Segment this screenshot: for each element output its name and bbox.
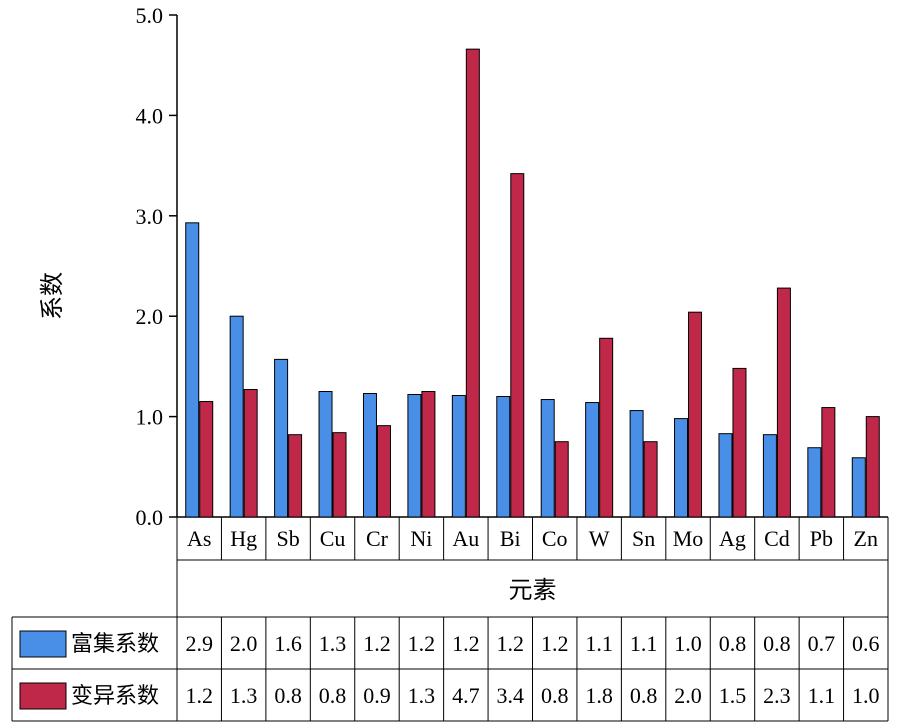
data-label-enrichment: 1.1 [630,631,658,656]
bar-variation [421,391,436,518]
bar-enrichment [451,395,466,518]
category-label: Bi [500,526,521,551]
data-label-variation: 1.5 [719,683,747,708]
bar-variation [288,434,303,518]
bar-variation [243,388,258,518]
y-tick-label: 1.0 [136,405,164,430]
data-table: As Hg Sb Cu Cr Ni Au Bi Co W Sn Mo Ag Cd Pb Zn 富集系数 2.9 2.… [11,516,889,722]
data-label-enrichment: 1.2 [363,631,391,656]
data-label-variation: 1.1 [808,683,836,708]
legend-label-variation: 变异系数 [71,683,159,708]
bar-variation [776,287,791,518]
bar-variation [732,367,747,518]
category-label: Au [452,526,479,551]
bars [185,48,880,518]
category-label: Cu [320,526,346,551]
bar-variation [688,311,703,518]
data-label-variation: 3.4 [497,683,525,708]
bar-enrichment [362,393,377,518]
category-label: Sb [276,526,299,551]
bar-variation [332,432,347,518]
category-label: Ni [410,526,432,551]
y-tick-label: 3.0 [136,204,164,229]
bar-variation [376,425,391,518]
legend-swatch-variation [19,682,67,710]
data-label-variation: 0.8 [274,683,302,708]
bar-enrichment [629,410,644,518]
y-axis-title: 系数 [39,272,66,320]
data-label-enrichment: 1.2 [541,631,569,656]
y-tick-label: 2.0 [136,304,164,329]
category-label: Cd [764,526,790,551]
data-label-variation: 0.8 [541,683,569,708]
data-label-enrichment: 1.2 [497,631,525,656]
bar-enrichment [229,315,244,518]
data-label-enrichment: 0.8 [763,631,791,656]
data-label-variation: 0.9 [363,683,391,708]
bar-enrichment [407,394,422,518]
axes: 0.0 1.0 2.0 3.0 4.0 5.0 [136,3,178,530]
category-label: As [187,526,211,551]
data-label-variation: 1.2 [185,683,213,708]
bar-enrichment [540,399,555,518]
data-label-enrichment: 0.8 [719,631,747,656]
bar-enrichment [318,391,333,518]
data-label-variation: 1.3 [230,683,258,708]
category-label: Co [542,526,568,551]
data-label-variation: 1.0 [852,683,880,708]
data-label-enrichment: 1.2 [452,631,480,656]
bar-enrichment [674,418,689,518]
data-label-enrichment: 0.6 [852,631,880,656]
data-label-variation: 4.7 [452,683,480,708]
x-axis-title: 元素 [509,577,557,604]
category-label: Pb [810,526,833,551]
category-label: Sn [632,526,655,551]
data-label-enrichment: 1.3 [319,631,347,656]
category-label: W [589,526,610,551]
bar-enrichment [762,434,777,518]
category-label: Zn [854,526,878,551]
bar-enrichment [851,457,866,518]
data-label-variation: 0.8 [319,683,347,708]
bar-enrichment [718,433,733,518]
bar-variation [643,441,658,518]
data-label-enrichment: 2.0 [230,631,258,656]
category-label: Hg [230,526,257,551]
data-label-enrichment: 1.1 [585,631,613,656]
category-label: Mo [673,526,704,551]
data-label-enrichment: 1.0 [674,631,702,656]
bar-enrichment [185,222,200,518]
category-label: Cr [366,526,389,551]
bar-variation [510,173,525,518]
data-label-variation: 1.8 [585,683,613,708]
data-label-enrichment: 2.9 [185,631,213,656]
data-label-enrichment: 1.6 [274,631,302,656]
bar-variation [465,48,480,518]
legend-swatch-enrichment [19,630,67,658]
bar-variation [199,401,214,518]
y-tick-label: 5.0 [136,3,164,28]
bar-variation [865,416,880,518]
bar-enrichment [585,402,600,518]
data-label-enrichment: 1.2 [408,631,436,656]
bar-enrichment [807,447,822,518]
legend-label-enrichment: 富集系数 [71,631,159,656]
data-label-variation: 2.3 [763,683,791,708]
bar-enrichment [274,358,289,518]
data-label-enrichment: 0.7 [808,631,836,656]
y-tick-label: 0.0 [136,505,164,530]
y-tick-label: 4.0 [136,103,164,128]
bar-variation [821,407,836,518]
bar-enrichment [496,396,511,518]
bar-variation [599,337,614,518]
data-label-variation: 0.8 [630,683,658,708]
category-label: Ag [719,526,746,551]
bar-variation [554,441,569,518]
data-label-variation: 2.0 [674,683,702,708]
data-label-variation: 1.3 [408,683,436,708]
